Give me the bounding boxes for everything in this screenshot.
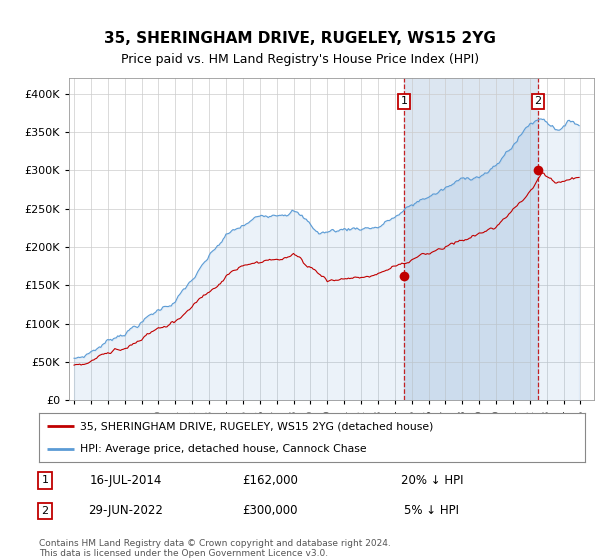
Text: 29-JUN-2022: 29-JUN-2022 xyxy=(89,504,163,517)
Text: 2: 2 xyxy=(535,96,542,106)
Text: Price paid vs. HM Land Registry's House Price Index (HPI): Price paid vs. HM Land Registry's House … xyxy=(121,53,479,66)
Text: 16-JUL-2014: 16-JUL-2014 xyxy=(90,474,162,487)
Bar xyxy=(404,78,538,400)
Text: £300,000: £300,000 xyxy=(242,504,298,517)
Text: 5% ↓ HPI: 5% ↓ HPI xyxy=(404,504,460,517)
Text: 20% ↓ HPI: 20% ↓ HPI xyxy=(401,474,463,487)
Text: 2: 2 xyxy=(41,506,49,516)
Text: Contains HM Land Registry data © Crown copyright and database right 2024.
This d: Contains HM Land Registry data © Crown c… xyxy=(39,539,391,558)
Text: 1: 1 xyxy=(41,475,49,486)
Text: 35, SHERINGHAM DRIVE, RUGELEY, WS15 2YG (detached house): 35, SHERINGHAM DRIVE, RUGELEY, WS15 2YG … xyxy=(80,421,433,431)
Text: 35, SHERINGHAM DRIVE, RUGELEY, WS15 2YG: 35, SHERINGHAM DRIVE, RUGELEY, WS15 2YG xyxy=(104,31,496,46)
Text: 1: 1 xyxy=(400,96,407,106)
Text: HPI: Average price, detached house, Cannock Chase: HPI: Average price, detached house, Cann… xyxy=(80,444,367,454)
Text: £162,000: £162,000 xyxy=(242,474,298,487)
